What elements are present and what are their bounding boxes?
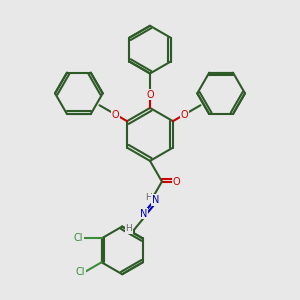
Text: N: N	[152, 195, 160, 205]
Text: O: O	[112, 110, 119, 119]
Text: O: O	[181, 110, 188, 119]
Text: O: O	[173, 176, 180, 187]
Text: Cl: Cl	[74, 233, 83, 243]
Text: O: O	[146, 90, 154, 100]
Text: H: H	[145, 193, 152, 202]
Text: Cl: Cl	[76, 267, 86, 277]
Text: H: H	[125, 224, 132, 233]
Text: N: N	[140, 209, 147, 219]
